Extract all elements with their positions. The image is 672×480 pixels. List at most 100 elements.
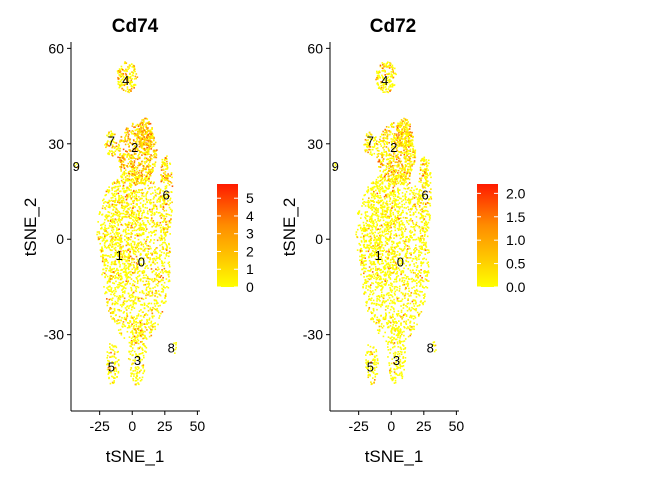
cell-point: [164, 173, 166, 176]
cell-point: [112, 236, 115, 238]
cell-point: [399, 278, 401, 280]
cell-point: [147, 253, 150, 255]
cell-point: [131, 122, 134, 125]
cell-point: [159, 271, 162, 273]
cell-point: [169, 221, 172, 224]
cell-point: [385, 210, 387, 212]
cell-point: [415, 192, 417, 195]
cell-point: [385, 293, 388, 296]
cell-point: [118, 309, 121, 311]
cell-point: [143, 271, 146, 274]
cell-point: [163, 227, 166, 229]
cell-point: [369, 229, 372, 232]
cell-point: [134, 298, 136, 301]
cell-point: [129, 82, 131, 85]
cell-point: [103, 286, 105, 288]
cell-point: [149, 182, 152, 184]
cell-point: [416, 305, 419, 307]
cell-point: [103, 202, 105, 204]
cell-point: [413, 265, 416, 268]
cell-point: [361, 262, 363, 264]
cell-point: [374, 314, 376, 316]
cell-point: [101, 246, 103, 249]
cell-point: [134, 191, 137, 193]
cell-point: [111, 277, 113, 280]
cell-point: [127, 249, 129, 251]
cell-point: [389, 299, 392, 302]
cell-point: [144, 182, 147, 184]
cell-point: [388, 183, 391, 185]
cell-point: [394, 302, 396, 305]
cell-point: [132, 219, 134, 221]
cell-point: [376, 245, 378, 247]
cell-point: [401, 233, 404, 235]
cell-point: [425, 220, 427, 223]
cell-point: [364, 227, 367, 230]
cell-point: [117, 253, 120, 255]
cell-point: [150, 214, 153, 216]
cell-point: [388, 250, 390, 253]
cell-point: [123, 270, 125, 273]
cell-point: [160, 254, 163, 256]
cell-point: [399, 329, 402, 331]
cell-point: [131, 191, 134, 194]
cell-point: [129, 358, 131, 361]
cell-point: [388, 292, 390, 294]
cell-point: [423, 297, 425, 299]
cell-point: [108, 214, 110, 217]
cell-point: [386, 221, 389, 224]
cell-point: [379, 247, 382, 250]
cell-point: [120, 194, 123, 197]
cell-point: [114, 222, 116, 225]
cell-point: [128, 130, 131, 132]
cell-point: [145, 265, 147, 268]
cell-point: [126, 88, 129, 90]
cell-point: [159, 221, 162, 224]
cell-point: [166, 231, 169, 233]
cell-point: [123, 311, 125, 313]
cell-point: [399, 217, 402, 220]
cell-point: [361, 253, 363, 256]
cell-point: [149, 201, 152, 204]
cell-point: [108, 225, 111, 227]
cell-point: [367, 298, 370, 301]
cell-point: [138, 140, 141, 143]
cell-point: [140, 303, 142, 306]
cell-point: [363, 276, 365, 278]
cell-point: [120, 234, 123, 236]
cell-point: [133, 266, 135, 269]
cell-point: [385, 313, 387, 316]
cell-point: [400, 272, 403, 274]
cell-point: [412, 204, 415, 207]
cell-point: [120, 319, 122, 322]
cell-point: [108, 310, 110, 312]
cell-point: [160, 229, 162, 232]
cell-point: [109, 308, 111, 311]
cell-point: [151, 278, 153, 280]
cell-point: [107, 190, 109, 193]
cell-point: [403, 326, 406, 329]
cell-point: [389, 289, 392, 292]
cell-point: [160, 180, 163, 183]
cell-point: [364, 291, 366, 294]
cell-point: [148, 261, 151, 263]
cell-point: [162, 199, 164, 202]
cell-point: [140, 142, 142, 144]
cell-point: [119, 295, 122, 298]
cell-point: [417, 203, 419, 206]
cell-point: [160, 251, 163, 254]
cell-point: [112, 206, 115, 208]
cell-point: [412, 257, 414, 260]
cell-point: [145, 132, 147, 134]
cell-point: [363, 243, 366, 246]
cell-point: [392, 241, 395, 243]
cell-point: [134, 297, 137, 299]
cell-point: [132, 263, 135, 266]
cell-point: [390, 284, 392, 287]
cell-point: [112, 215, 114, 218]
cell-point: [149, 287, 151, 290]
cell-point: [147, 152, 149, 155]
cell-point: [142, 209, 145, 212]
cell-point: [120, 159, 123, 162]
cell-point: [405, 323, 408, 326]
